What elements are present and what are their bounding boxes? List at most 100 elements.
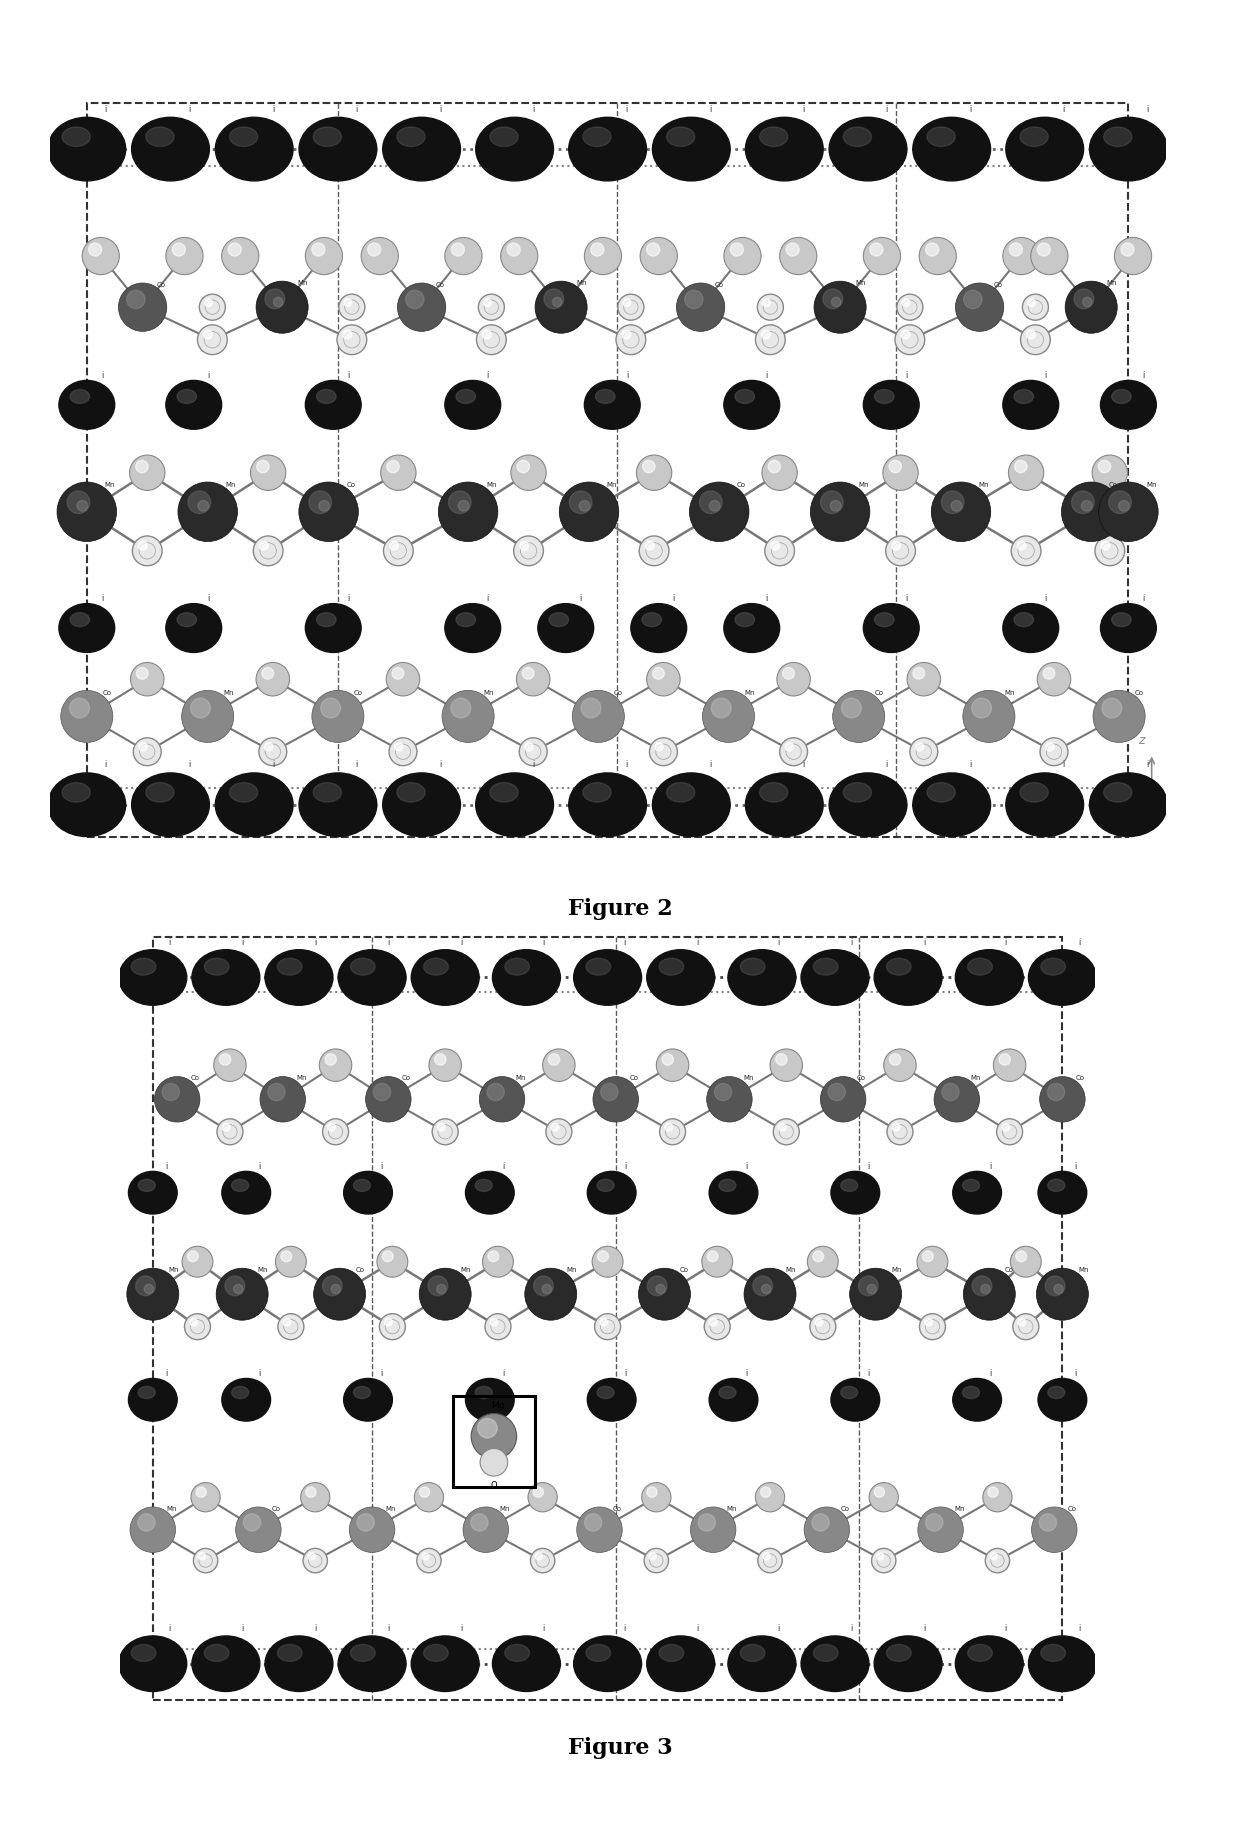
Ellipse shape [383,774,460,836]
Ellipse shape [351,958,376,975]
Circle shape [918,1507,963,1553]
Circle shape [616,325,646,354]
Circle shape [774,1119,800,1144]
Ellipse shape [48,117,125,181]
Ellipse shape [314,783,341,801]
Ellipse shape [1101,380,1157,429]
Circle shape [136,668,148,679]
Ellipse shape [353,1179,371,1192]
Circle shape [130,1507,176,1553]
Circle shape [582,699,601,717]
Ellipse shape [719,1179,735,1192]
Circle shape [253,537,283,566]
Circle shape [1081,500,1092,511]
Circle shape [765,537,795,566]
Ellipse shape [492,1635,560,1692]
Ellipse shape [353,1387,371,1398]
Circle shape [707,1077,753,1122]
Text: Mn: Mn [744,690,755,695]
Ellipse shape [574,949,641,1006]
Circle shape [337,325,367,354]
Circle shape [525,743,533,752]
Text: i: i [1075,1369,1076,1378]
Circle shape [849,1268,901,1319]
Text: i: i [624,1369,626,1378]
Circle shape [190,1318,197,1327]
Text: i: i [487,370,489,380]
Ellipse shape [205,958,229,975]
Circle shape [77,500,88,511]
Circle shape [559,482,619,542]
Circle shape [387,460,399,473]
Circle shape [1074,288,1094,308]
Circle shape [312,690,365,743]
Ellipse shape [131,117,210,181]
Circle shape [327,1124,336,1132]
Ellipse shape [299,774,377,836]
Circle shape [709,500,720,511]
Circle shape [139,743,148,752]
Circle shape [1061,482,1121,542]
Circle shape [1101,542,1110,549]
Ellipse shape [229,128,258,146]
Circle shape [1095,537,1125,566]
Ellipse shape [735,613,754,626]
Circle shape [889,1053,900,1066]
Circle shape [885,537,915,566]
Circle shape [981,1285,990,1294]
Circle shape [622,330,631,339]
Circle shape [584,1513,601,1531]
Ellipse shape [913,774,991,836]
Circle shape [126,290,145,308]
Circle shape [811,482,870,542]
Circle shape [265,288,285,308]
Circle shape [533,1276,553,1296]
Circle shape [665,1124,672,1132]
Circle shape [264,743,273,752]
Ellipse shape [724,604,780,653]
Ellipse shape [587,1644,610,1661]
Ellipse shape [874,389,894,403]
Text: Co: Co [402,1075,410,1080]
Circle shape [314,1268,366,1319]
Ellipse shape [1028,1635,1096,1692]
Circle shape [579,500,590,511]
Ellipse shape [595,389,615,403]
Ellipse shape [596,1387,614,1398]
Circle shape [1008,454,1044,491]
Ellipse shape [549,613,569,626]
Circle shape [863,237,900,274]
Circle shape [274,297,283,307]
Text: Mn: Mn [484,690,495,695]
Circle shape [480,1449,507,1476]
Circle shape [200,294,226,319]
Circle shape [217,1119,243,1144]
Text: Figure 2: Figure 2 [568,898,672,920]
Circle shape [197,325,227,354]
Text: Co: Co [841,1506,849,1511]
Circle shape [155,1077,200,1122]
Text: i: i [1045,370,1047,380]
Circle shape [126,1268,179,1319]
Text: i: i [745,1369,748,1378]
Circle shape [536,281,588,334]
Text: Co: Co [614,690,622,695]
Circle shape [179,482,238,542]
Ellipse shape [830,117,906,181]
Circle shape [306,1487,316,1496]
Ellipse shape [709,1172,758,1214]
Ellipse shape [222,1172,270,1214]
Circle shape [821,491,843,513]
Ellipse shape [583,128,611,146]
Circle shape [417,1548,441,1573]
Circle shape [543,1049,575,1082]
Circle shape [593,1077,639,1122]
Circle shape [471,1513,489,1531]
Ellipse shape [652,117,730,181]
Circle shape [205,299,212,307]
Circle shape [951,500,962,511]
Text: Mn: Mn [226,482,236,487]
Text: Co: Co [857,1075,866,1080]
Circle shape [698,1513,715,1531]
Circle shape [350,1507,394,1553]
